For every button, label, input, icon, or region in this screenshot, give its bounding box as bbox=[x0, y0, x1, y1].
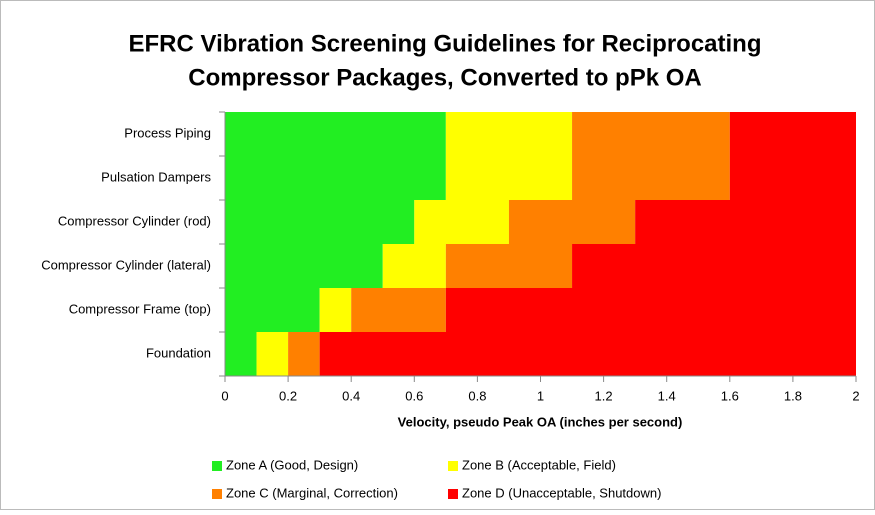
x-tick-label: 2 bbox=[852, 388, 859, 403]
bar-segment bbox=[225, 112, 446, 156]
x-tick-label: 0.4 bbox=[342, 388, 360, 403]
y-tick-label: Foundation bbox=[146, 345, 211, 360]
legend-label: Zone B (Acceptable, Field) bbox=[462, 457, 616, 472]
chart-title: EFRC Vibration Screening Guidelines for … bbox=[129, 30, 762, 57]
x-tick-label: 1.2 bbox=[595, 388, 613, 403]
bar-segment bbox=[319, 332, 856, 376]
chart-title: Compressor Packages, Converted to pPk OA bbox=[188, 64, 702, 91]
bar-segment bbox=[508, 200, 636, 244]
x-tick-label: 0.6 bbox=[405, 388, 423, 403]
x-tick-label: 0.2 bbox=[279, 388, 297, 403]
x-tick-label: 0 bbox=[221, 388, 228, 403]
bar-segment bbox=[288, 332, 320, 376]
bar-segment bbox=[729, 112, 856, 156]
bar-segment bbox=[445, 244, 573, 288]
x-tick-label: 1.4 bbox=[658, 388, 676, 403]
bar-segment bbox=[445, 156, 573, 200]
bar-segment bbox=[351, 288, 446, 332]
bar-segment bbox=[225, 288, 320, 332]
bar-segment bbox=[729, 156, 856, 200]
bar-segment bbox=[572, 244, 856, 288]
x-axis-label: Velocity, pseudo Peak OA (inches per sec… bbox=[398, 414, 683, 429]
y-tick-label: Compressor Frame (top) bbox=[69, 301, 211, 316]
bar-segment bbox=[225, 156, 446, 200]
bar-segment bbox=[414, 200, 509, 244]
bar-segment bbox=[445, 112, 573, 156]
legend-label: Zone C (Marginal, Correction) bbox=[226, 485, 398, 500]
y-tick-label: Pulsation Dampers bbox=[101, 169, 211, 184]
bar-segment bbox=[572, 112, 730, 156]
legend-swatch bbox=[448, 489, 458, 499]
bar-segment bbox=[635, 200, 856, 244]
x-tick-label: 1 bbox=[537, 388, 544, 403]
bar-segment bbox=[319, 288, 352, 332]
x-tick-label: 1.8 bbox=[784, 388, 802, 403]
bar-segment bbox=[225, 200, 415, 244]
x-tick-label: 0.8 bbox=[468, 388, 486, 403]
bar-segment bbox=[256, 332, 289, 376]
y-tick-label: Compressor Cylinder (rod) bbox=[58, 213, 211, 228]
bar-segment bbox=[225, 332, 257, 376]
legend-swatch bbox=[212, 461, 222, 471]
legend-swatch bbox=[212, 489, 222, 499]
bar-segment bbox=[382, 244, 446, 288]
legend-swatch bbox=[448, 461, 458, 471]
bar-segment bbox=[225, 244, 383, 288]
y-tick-label: Compressor Cylinder (lateral) bbox=[41, 257, 211, 272]
x-tick-label: 1.6 bbox=[721, 388, 739, 403]
bar-segment bbox=[445, 288, 856, 332]
y-tick-label: Process Piping bbox=[124, 125, 211, 140]
legend-label: Zone D (Unacceptable, Shutdown) bbox=[462, 485, 661, 500]
bar-segment bbox=[572, 156, 730, 200]
legend-label: Zone A (Good, Design) bbox=[226, 457, 358, 472]
